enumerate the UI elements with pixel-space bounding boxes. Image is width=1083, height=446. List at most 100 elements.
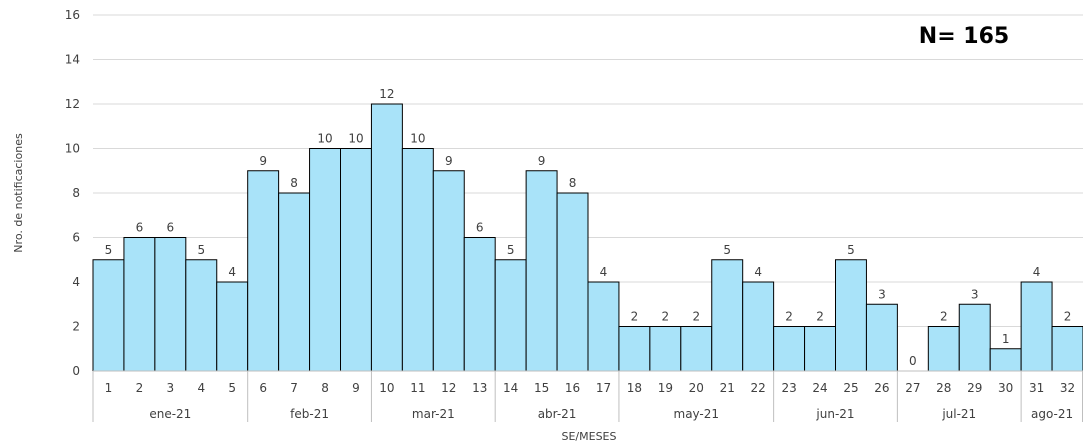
- y-tick-label-12: 12: [65, 97, 80, 111]
- y-tick-label-6: 6: [72, 231, 80, 245]
- x-tick-label-17: 17: [596, 381, 611, 395]
- x-tick-label-21: 21: [720, 381, 735, 395]
- bar-31: [1020, 281, 1053, 372]
- x-tick-label-9: 9: [352, 381, 360, 395]
- bar-6: [247, 170, 280, 372]
- x-axis-title: SE/MESES: [562, 430, 617, 443]
- x-tick-label-2: 2: [136, 381, 144, 395]
- n-annotation: N= 165: [919, 24, 1009, 49]
- x-group-label-feb-21: feb-21: [290, 407, 329, 421]
- data-label-13: 6: [476, 221, 484, 235]
- y-tick-label-16: 16: [65, 8, 80, 22]
- data-label-3: 6: [167, 221, 175, 235]
- x-tick-label-10: 10: [379, 381, 394, 395]
- bar-3: [154, 237, 187, 372]
- bar-17: [587, 281, 620, 372]
- x-tick-label-3: 3: [167, 381, 175, 395]
- x-tick-label-22: 22: [751, 381, 766, 395]
- x-tick-label-12: 12: [441, 381, 456, 395]
- x-tick-label-32: 32: [1060, 381, 1075, 395]
- bars: [92, 103, 1083, 372]
- bar-18: [618, 326, 651, 372]
- x-tick-label-28: 28: [936, 381, 951, 395]
- data-label-21: 5: [723, 243, 731, 257]
- data-label-31: 4: [1033, 265, 1041, 279]
- y-tick-label-2: 2: [72, 320, 80, 334]
- bar-15: [525, 170, 558, 372]
- x-tick-label-14: 14: [503, 381, 518, 395]
- x-group-label-abr-21: abr-21: [538, 407, 577, 421]
- bar-25: [835, 259, 867, 372]
- x-tick-label-13: 13: [472, 381, 487, 395]
- data-label-16: 8: [569, 176, 577, 190]
- x-tick-label-24: 24: [812, 381, 827, 395]
- x-group-label-may-21: may-21: [674, 407, 720, 421]
- data-label-11: 10: [410, 132, 425, 146]
- y-tick-label-10: 10: [65, 142, 80, 156]
- y-tick-label-8: 8: [72, 186, 80, 200]
- data-label-15: 9: [538, 154, 546, 168]
- y-tick-label-4: 4: [72, 275, 80, 289]
- x-tick-label-11: 11: [410, 381, 425, 395]
- y-tick-label-14: 14: [65, 53, 80, 67]
- y-axis-ticks: 0 2 4 6 8 10 12 14 16: [65, 8, 80, 378]
- y-axis-title: Nro. de notificaciones: [12, 133, 25, 253]
- data-label-4: 5: [197, 243, 205, 257]
- bar-32: [1051, 326, 1083, 372]
- data-label-28: 2: [940, 310, 948, 324]
- bar-5: [216, 281, 249, 372]
- data-label-5: 4: [228, 265, 236, 279]
- data-label-20: 2: [692, 310, 700, 324]
- x-tick-label-6: 6: [259, 381, 267, 395]
- data-label-26: 3: [878, 287, 886, 301]
- bar-13: [463, 237, 496, 372]
- x-tick-label-26: 26: [874, 381, 889, 395]
- x-tick-label-25: 25: [843, 381, 858, 395]
- x-tick-label-27: 27: [905, 381, 920, 395]
- bar-9: [340, 148, 372, 372]
- y-tick-label-0: 0: [72, 364, 80, 378]
- bar-16: [556, 192, 589, 372]
- data-label-14: 5: [507, 243, 515, 257]
- bar-30: [989, 348, 1022, 372]
- data-label-9: 10: [348, 132, 363, 146]
- x-tick-label-1: 1: [105, 381, 113, 395]
- data-label-23: 2: [785, 310, 793, 324]
- bar-28: [927, 326, 960, 372]
- bar-26: [865, 303, 898, 372]
- data-label-2: 6: [136, 221, 144, 235]
- data-label-12: 9: [445, 154, 453, 168]
- x-tick-label-15: 15: [534, 381, 549, 395]
- x-tick-label-16: 16: [565, 381, 580, 395]
- data-label-29: 3: [971, 287, 979, 301]
- x-tick-label-31: 31: [1029, 381, 1044, 395]
- bar-11: [401, 148, 434, 372]
- data-label-17: 4: [600, 265, 608, 279]
- data-label-6: 9: [259, 154, 267, 168]
- bar-1: [92, 259, 125, 372]
- data-label-22: 4: [754, 265, 762, 279]
- x-tick-label-20: 20: [689, 381, 704, 395]
- bar-14: [494, 259, 527, 372]
- data-label-32: 2: [1064, 310, 1072, 324]
- bar-21: [711, 259, 744, 372]
- bar-22: [742, 281, 775, 372]
- x-tick-label-29: 29: [967, 381, 982, 395]
- x-group-label-ago-21: ago-21: [1031, 407, 1073, 421]
- data-label-10: 12: [379, 87, 394, 101]
- x-tick-label-4: 4: [197, 381, 205, 395]
- x-axis: 1 2 3 4 5 6 7 8 9 10 11 12 13 14 15 16 17 18 19 20 21 22 23 24 2…: [92, 370, 1083, 422]
- x-group-label-mar-21: mar-21: [412, 407, 455, 421]
- bar-2: [123, 237, 156, 372]
- bar-12: [432, 170, 465, 372]
- bar-23: [773, 326, 806, 372]
- x-tick-label-19: 19: [658, 381, 673, 395]
- x-group-label-jun-21: jun-21: [815, 407, 854, 421]
- x-tick-label-30: 30: [998, 381, 1013, 395]
- data-label-19: 2: [662, 310, 670, 324]
- data-label-18: 2: [631, 310, 639, 324]
- x-tick-label-8: 8: [321, 381, 329, 395]
- data-labels: 5 6 6 5 4 9 8 10 10 12 10 9 6 5 9 8 4 2 2 2 5 4 2 2 5 3 0 2 3 1 4 2: [105, 87, 1072, 368]
- bar-20: [680, 326, 713, 372]
- bar-7: [278, 192, 311, 372]
